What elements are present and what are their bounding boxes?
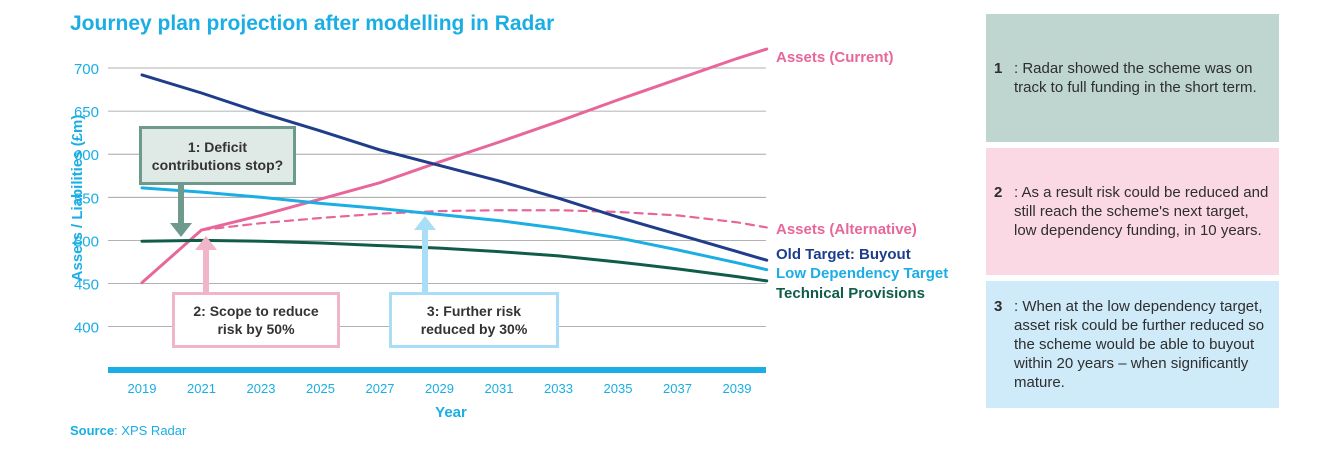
axes: 700 650 600 550 500 450 400 2019 2021 2023 2025 202… [69,61,766,421]
note-text: : Radar showed the scheme was on track t… [1014,60,1257,96]
source-text: : XPS Radar [114,423,187,438]
note-panel-2: 2 : As a result risk could be reduced and… [986,148,1279,275]
arrow-shaft [178,185,184,225]
series-label: Low Dependency Target [776,265,948,282]
x-tick-label: 2021 [187,381,216,396]
y-tick-label: 700 [74,61,99,78]
x-tick-label: 2031 [485,381,514,396]
note-number: 2 [994,184,1003,201]
callout-number: 1 [187,138,196,155]
x-axis-title: Year [435,404,467,421]
y-tick-label: 500 [74,233,99,250]
note-number: 3 [994,298,1003,315]
y-tick-label: 450 [74,277,99,294]
callout-arrows [170,185,436,292]
note-text: : When at the low dependency target, ass… [1014,298,1265,391]
arrow-head [170,223,192,237]
arrow-head [414,216,436,230]
callout-number: 2 [193,303,202,319]
series-label: Assets (Current) [776,49,894,66]
series-line [140,47,769,285]
x-tick-label: 2027 [366,381,395,396]
x-tick-label: 2029 [425,381,454,396]
callout-number: 3 [426,303,435,319]
arrow-callout-1 [170,185,192,237]
callout-text: : Further risk reduced by 30% [420,303,528,337]
arrow-callout-2 [195,236,217,292]
note-panel-3: 3 : When at the low dependency target, as… [986,281,1279,408]
callout-further-risk-reduced: 3: Further risk reduced by 30% [389,292,559,348]
note-text: : As a result risk could be reduced and … [1014,184,1269,239]
series-label: Technical Provisions [776,285,925,302]
x-tick-label: 2037 [663,381,692,396]
source-label: Source [70,423,115,438]
callout-text: : Scope to reduce risk by 50% [201,303,319,337]
arrow-callout-3 [414,216,436,292]
series-labels: Assets (Current) Assets (Alternative) Old … [776,49,948,302]
arrow-shaft [422,228,428,292]
gridlines [108,67,766,328]
y-axis-title: Assets / Liabilities (£m) [69,115,86,282]
y-tick-label: 400 [74,320,99,337]
series-label: Assets (Alternative) [776,221,917,238]
series-lines [140,47,769,285]
x-tick-label: 2033 [544,381,573,396]
line-chart: 700 650 600 550 500 450 400 2019 2021 2023 2025 202… [69,47,948,421]
callout-text: : Deficit contributions stop? [151,138,284,173]
x-tick-label: 2019 [128,381,157,396]
series-label: Old Target: Buyout [776,246,911,263]
note-panel-1: 1 : Radar showed the scheme was on track … [986,14,1279,142]
y-tick-label: 600 [74,147,99,164]
x-axis-line [108,367,766,373]
callout-deficit-contributions: 1: Deficit contributions stop? [139,126,296,185]
x-tick-label: 2023 [247,381,276,396]
y-tick-label: 650 [74,104,99,121]
y-tick-label: 550 [74,190,99,207]
x-tick-label: 2035 [604,381,633,396]
series-line [140,73,769,262]
series-line [140,186,769,272]
series-line [140,238,769,283]
x-tick-label: 2025 [306,381,335,396]
source-note: Source: XPS Radar [70,423,186,438]
series-line [200,209,768,232]
arrow-head [195,236,217,250]
note-number: 1 [994,60,1003,77]
chart-title: Journey plan projection after modelling … [70,12,555,35]
x-tick-label: 2039 [723,381,752,396]
callout-scope-to-reduce-risk: 2: Scope to reduce risk by 50% [172,292,340,348]
arrow-shaft [203,248,209,292]
